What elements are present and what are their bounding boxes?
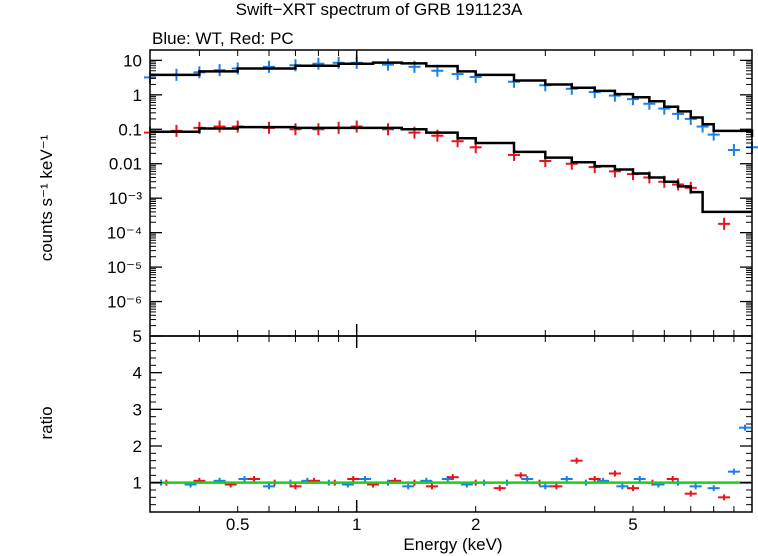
data-point <box>633 476 646 482</box>
data-point <box>493 485 506 492</box>
data-point <box>347 476 360 482</box>
data-point <box>550 483 563 490</box>
chart-title: Swift−XRT spectrum of GRB 191123A <box>235 0 523 19</box>
data-point <box>627 485 640 492</box>
data-point <box>381 58 394 71</box>
y-tick-label: 10⁻⁴ <box>107 224 142 243</box>
y-tick-label: 2 <box>133 437 142 456</box>
y-tick-label: 1 <box>133 474 142 493</box>
plot-frame <box>149 49 753 337</box>
data-point <box>707 485 720 492</box>
data-point <box>560 476 573 482</box>
data-point <box>718 494 731 501</box>
y-tick-label: 10⁻⁶ <box>107 293 142 312</box>
y-tick-label: 0.01 <box>109 155 142 174</box>
chart-subtitle: Blue: WT, Red: PC <box>152 29 294 48</box>
data-point <box>359 476 372 482</box>
data-point <box>570 457 583 464</box>
y-tick-label: 10⁻³ <box>108 189 142 208</box>
data-point <box>289 123 302 136</box>
data-point <box>289 483 302 490</box>
data-point <box>514 472 527 479</box>
data-point <box>213 120 226 133</box>
spectrum-y-axis-label: counts s⁻¹ keV⁻¹ <box>37 134 56 261</box>
y-tick-label: 5 <box>133 327 142 346</box>
plot-frame <box>149 335 753 513</box>
model-line <box>150 125 752 214</box>
data-point <box>588 476 601 482</box>
y-tick-label: 10 <box>123 51 142 70</box>
x-tick-label: 5 <box>628 515 637 534</box>
spectrum-panel: 10 1 0.1 0.01 10⁻³ 10⁻⁴ 10⁻⁵ 10⁻⁶ <box>107 49 758 337</box>
data-point <box>539 483 552 490</box>
data-point <box>248 476 261 482</box>
ratio-panel: 1 2 3 4 5 0.5 1 2 5 <box>133 327 753 534</box>
data-point <box>718 217 731 230</box>
data-point <box>616 483 629 490</box>
data-point <box>262 483 275 490</box>
y-tick-label: 4 <box>133 364 142 383</box>
y-tick-label: 1 <box>133 86 142 105</box>
model-line <box>150 61 754 137</box>
y-tick-label: 0.1 <box>118 120 142 139</box>
x-tick-label: 0.5 <box>226 515 250 534</box>
data-point <box>312 123 325 136</box>
ratio-y-axis-label: ratio <box>37 406 56 439</box>
x-axis-label: Energy (keV) <box>403 535 502 554</box>
data-point <box>350 120 363 133</box>
data-point <box>689 483 702 490</box>
y-tick-label: 10⁻⁵ <box>107 258 142 277</box>
data-point <box>666 476 679 482</box>
data-point <box>608 470 621 477</box>
data-point <box>521 476 534 482</box>
data-point <box>425 483 438 490</box>
x-tick-label: 1 <box>352 515 361 534</box>
data-point <box>402 483 415 490</box>
data-point <box>738 424 751 431</box>
x-tick-label: 2 <box>471 515 480 534</box>
data-point <box>727 468 740 475</box>
data-point <box>727 144 740 157</box>
data-point <box>381 123 394 136</box>
y-tick-label: 3 <box>133 400 142 419</box>
data-point <box>262 60 275 73</box>
data-point <box>684 490 697 497</box>
data-point <box>312 57 325 70</box>
data-point <box>446 474 459 481</box>
